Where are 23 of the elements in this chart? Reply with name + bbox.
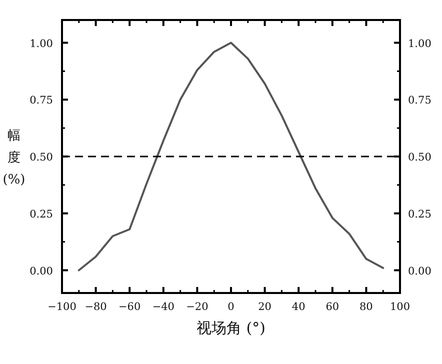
y2-tick-label: 0.50	[408, 152, 432, 164]
y-tick-label: 0.50	[30, 152, 53, 164]
y2-tick-label: 0.00	[408, 265, 432, 278]
x-tick-label: 100	[390, 301, 410, 313]
x-tick-label: 40	[292, 301, 306, 313]
y2-tick-label: 0.25	[408, 208, 432, 220]
x-tick-label: −20	[186, 301, 208, 313]
x-tick-label: 20	[258, 301, 272, 313]
x-tick-label: 80	[360, 301, 373, 313]
y-tick-label: 0.25	[30, 208, 53, 220]
x-axis-title: 视场角 (°)	[196, 319, 266, 337]
y-tick-label: 0.75	[30, 94, 53, 107]
x-tick-label: −60	[118, 301, 141, 313]
y-axis-title: 幅度 (%)	[2, 128, 26, 188]
x-tick-label: −80	[84, 301, 107, 313]
y-tick-label: 1.00	[30, 38, 53, 50]
y2-tick-label: 1.00	[408, 38, 432, 50]
y-tick-label: 0.00	[30, 265, 53, 278]
x-tick-label: −100	[48, 301, 76, 313]
x-tick-label: −40	[152, 301, 174, 313]
x-tick-label: 0	[228, 301, 234, 313]
x-tick-label: 60	[326, 301, 340, 313]
y2-tick-label: 0.75	[408, 94, 432, 107]
